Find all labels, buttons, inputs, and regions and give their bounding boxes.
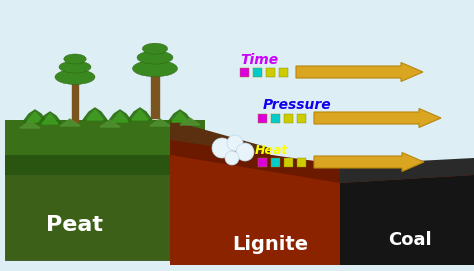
Polygon shape bbox=[60, 119, 80, 126]
Polygon shape bbox=[100, 120, 120, 127]
Ellipse shape bbox=[142, 43, 168, 54]
Polygon shape bbox=[83, 108, 107, 120]
Polygon shape bbox=[87, 110, 103, 120]
Polygon shape bbox=[5, 120, 205, 155]
Polygon shape bbox=[128, 108, 152, 120]
FancyBboxPatch shape bbox=[284, 114, 293, 122]
Ellipse shape bbox=[64, 54, 86, 64]
Polygon shape bbox=[340, 158, 474, 183]
Ellipse shape bbox=[133, 60, 177, 77]
Polygon shape bbox=[72, 77, 78, 122]
Polygon shape bbox=[27, 112, 43, 122]
Polygon shape bbox=[5, 165, 205, 260]
Polygon shape bbox=[38, 112, 62, 124]
Text: Heat: Heat bbox=[255, 144, 288, 156]
Text: Coal: Coal bbox=[388, 231, 432, 249]
Polygon shape bbox=[168, 110, 192, 122]
FancyArrow shape bbox=[314, 153, 424, 172]
Text: Pressure: Pressure bbox=[263, 98, 332, 112]
Ellipse shape bbox=[137, 51, 173, 64]
Polygon shape bbox=[151, 69, 159, 118]
FancyBboxPatch shape bbox=[266, 67, 275, 76]
Circle shape bbox=[227, 135, 243, 151]
FancyBboxPatch shape bbox=[253, 67, 262, 76]
Polygon shape bbox=[180, 118, 200, 125]
Polygon shape bbox=[20, 121, 40, 128]
Polygon shape bbox=[23, 110, 47, 122]
FancyBboxPatch shape bbox=[258, 157, 267, 166]
Circle shape bbox=[212, 138, 232, 158]
Ellipse shape bbox=[59, 61, 91, 73]
Polygon shape bbox=[340, 175, 474, 265]
Polygon shape bbox=[5, 145, 205, 175]
FancyBboxPatch shape bbox=[240, 67, 249, 76]
FancyBboxPatch shape bbox=[258, 114, 267, 122]
Polygon shape bbox=[172, 112, 188, 122]
Text: Time: Time bbox=[240, 53, 278, 67]
Polygon shape bbox=[132, 110, 148, 120]
Polygon shape bbox=[42, 114, 58, 124]
Circle shape bbox=[225, 151, 239, 165]
FancyBboxPatch shape bbox=[284, 157, 293, 166]
FancyArrow shape bbox=[314, 108, 441, 127]
Ellipse shape bbox=[55, 69, 95, 85]
FancyBboxPatch shape bbox=[271, 114, 280, 122]
FancyBboxPatch shape bbox=[279, 67, 288, 76]
Polygon shape bbox=[170, 120, 270, 178]
FancyBboxPatch shape bbox=[271, 157, 280, 166]
Circle shape bbox=[236, 143, 254, 161]
FancyBboxPatch shape bbox=[297, 157, 306, 166]
Text: Peat: Peat bbox=[46, 215, 103, 235]
Polygon shape bbox=[112, 112, 128, 122]
Polygon shape bbox=[108, 110, 132, 122]
Polygon shape bbox=[170, 148, 474, 265]
Polygon shape bbox=[170, 140, 340, 183]
FancyArrow shape bbox=[296, 63, 423, 82]
Polygon shape bbox=[150, 119, 170, 126]
Text: Lignite: Lignite bbox=[232, 235, 308, 254]
FancyBboxPatch shape bbox=[297, 114, 306, 122]
